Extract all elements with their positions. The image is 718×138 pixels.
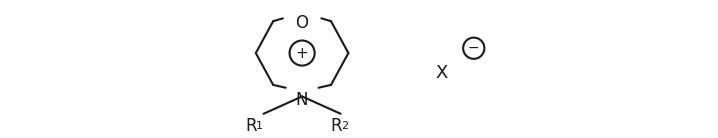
Text: X: X xyxy=(436,64,448,82)
Text: 2: 2 xyxy=(341,121,348,131)
Text: −: − xyxy=(468,41,480,55)
Text: R: R xyxy=(245,117,257,135)
Text: +: + xyxy=(296,46,309,61)
Text: R: R xyxy=(330,117,342,135)
Text: O: O xyxy=(296,14,309,31)
Text: N: N xyxy=(296,91,308,109)
Text: 1: 1 xyxy=(256,121,264,131)
